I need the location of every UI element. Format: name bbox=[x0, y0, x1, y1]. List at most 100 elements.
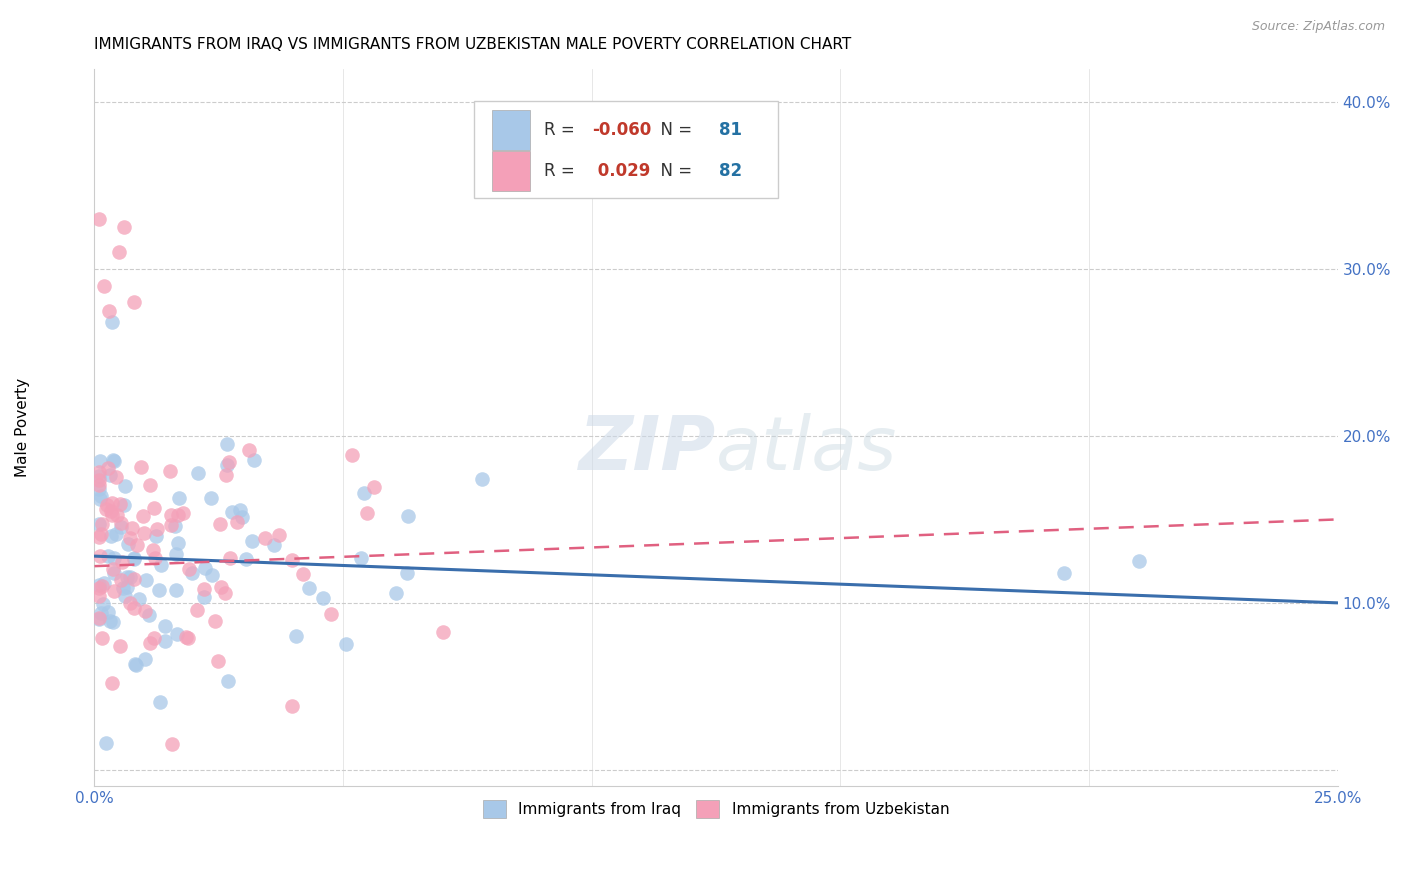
Point bbox=[114, 478, 136, 492]
Point bbox=[110, 519, 132, 533]
Point bbox=[111, 555, 134, 569]
Point bbox=[134, 652, 156, 666]
Point bbox=[97, 549, 120, 564]
Point bbox=[105, 508, 128, 522]
Point bbox=[101, 315, 124, 329]
Point bbox=[97, 460, 120, 475]
Point bbox=[110, 516, 132, 530]
Y-axis label: Male Poverty: Male Poverty bbox=[15, 378, 30, 477]
Point bbox=[142, 543, 165, 558]
Point bbox=[166, 626, 188, 640]
Point bbox=[160, 517, 183, 532]
Point bbox=[193, 590, 215, 604]
Point bbox=[396, 566, 419, 581]
Point bbox=[108, 245, 131, 260]
FancyBboxPatch shape bbox=[492, 151, 530, 191]
Point bbox=[149, 695, 172, 709]
Point bbox=[122, 295, 145, 310]
Point bbox=[217, 673, 239, 688]
Point bbox=[143, 500, 166, 515]
Point bbox=[89, 516, 111, 531]
Point bbox=[155, 619, 177, 633]
Point bbox=[218, 455, 240, 469]
Point bbox=[139, 635, 162, 649]
Point bbox=[1053, 566, 1076, 580]
Point bbox=[187, 466, 209, 480]
Point bbox=[238, 443, 260, 458]
Text: Source: ZipAtlas.com: Source: ZipAtlas.com bbox=[1251, 20, 1385, 33]
Point bbox=[167, 536, 190, 550]
Point bbox=[280, 698, 302, 713]
Point bbox=[471, 472, 494, 486]
Point bbox=[285, 629, 308, 643]
Point bbox=[335, 637, 357, 651]
Point bbox=[432, 624, 454, 639]
Point bbox=[134, 604, 156, 618]
Point bbox=[159, 508, 181, 522]
Point bbox=[110, 573, 132, 587]
Point bbox=[89, 491, 111, 506]
Point bbox=[166, 508, 188, 522]
Point bbox=[143, 550, 166, 565]
Point bbox=[208, 517, 231, 532]
Point bbox=[115, 569, 138, 583]
Point bbox=[111, 581, 134, 595]
Point bbox=[201, 568, 224, 582]
Point bbox=[90, 527, 112, 541]
Point bbox=[100, 504, 122, 518]
Point bbox=[219, 550, 242, 565]
Point bbox=[353, 486, 375, 500]
Text: R =: R = bbox=[544, 121, 581, 139]
Point bbox=[90, 489, 112, 503]
Point bbox=[139, 477, 162, 491]
Point bbox=[1128, 554, 1150, 568]
Point bbox=[163, 518, 186, 533]
Point bbox=[124, 657, 146, 671]
Point bbox=[138, 607, 160, 622]
Text: atlas: atlas bbox=[716, 413, 897, 485]
Text: ZIP: ZIP bbox=[579, 413, 716, 485]
Point bbox=[89, 478, 111, 492]
Point bbox=[90, 517, 112, 532]
Point bbox=[89, 589, 111, 603]
Point bbox=[228, 503, 250, 517]
Point bbox=[215, 467, 238, 482]
Point bbox=[129, 460, 152, 475]
Point bbox=[298, 581, 321, 595]
Point bbox=[112, 220, 135, 235]
Point bbox=[200, 491, 222, 505]
Point bbox=[363, 480, 385, 494]
FancyBboxPatch shape bbox=[492, 111, 530, 150]
Point bbox=[89, 612, 111, 626]
Point bbox=[114, 589, 136, 603]
Point bbox=[280, 553, 302, 567]
Point bbox=[160, 737, 183, 751]
Point bbox=[319, 607, 342, 622]
Point bbox=[243, 453, 266, 467]
Point bbox=[186, 602, 208, 616]
Point bbox=[89, 482, 111, 496]
Point bbox=[89, 581, 111, 595]
Point bbox=[209, 580, 232, 594]
Point bbox=[110, 497, 132, 511]
Text: 0.029: 0.029 bbox=[592, 161, 650, 180]
Point bbox=[150, 558, 173, 572]
Point bbox=[135, 573, 157, 587]
Point bbox=[215, 458, 238, 472]
Point bbox=[221, 505, 243, 519]
Point bbox=[235, 552, 257, 566]
Point bbox=[100, 496, 122, 510]
Point bbox=[101, 676, 124, 690]
Point bbox=[292, 566, 315, 581]
Text: N =: N = bbox=[650, 121, 697, 139]
Point bbox=[89, 610, 111, 624]
Point bbox=[145, 522, 167, 536]
Point bbox=[100, 529, 122, 543]
Point bbox=[134, 525, 156, 540]
Point bbox=[267, 528, 290, 542]
Point bbox=[153, 633, 176, 648]
Point bbox=[121, 521, 143, 535]
Point bbox=[159, 464, 181, 478]
Point bbox=[89, 473, 111, 487]
Point bbox=[103, 583, 125, 598]
